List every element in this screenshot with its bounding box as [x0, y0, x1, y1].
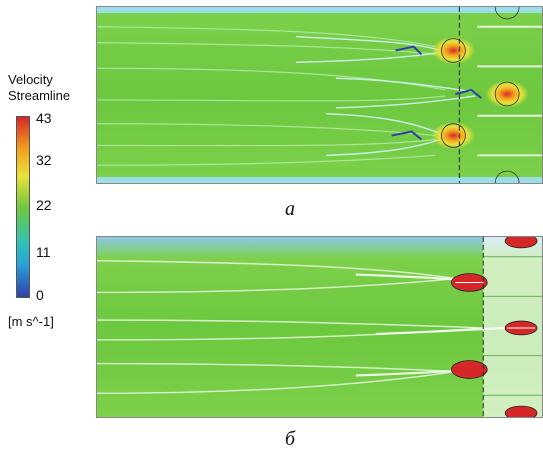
streamline-plot-a [97, 7, 542, 183]
streamline-plot-b [97, 237, 542, 417]
panel-a-caption: а [285, 198, 295, 220]
legend-title-line1: Velocity [8, 72, 53, 87]
streamline-panel-a [96, 6, 543, 184]
panel-b-caption: б [285, 428, 296, 450]
velocity-colorbar [16, 116, 30, 298]
colorbar-tick-11: 11 [36, 244, 51, 260]
legend-title: Velocity Streamline [8, 72, 98, 104]
velocity-unit: [m s^-1] [8, 314, 54, 329]
legend-title-line2: Streamline [8, 88, 71, 103]
colorbar-tick-43: 43 [36, 110, 52, 126]
streamline-panel-b [96, 236, 543, 418]
colorbar-tick-0: 0 [36, 287, 44, 303]
colorbar-tick-32: 32 [36, 152, 52, 168]
colorbar-tick-22: 22 [36, 197, 52, 213]
